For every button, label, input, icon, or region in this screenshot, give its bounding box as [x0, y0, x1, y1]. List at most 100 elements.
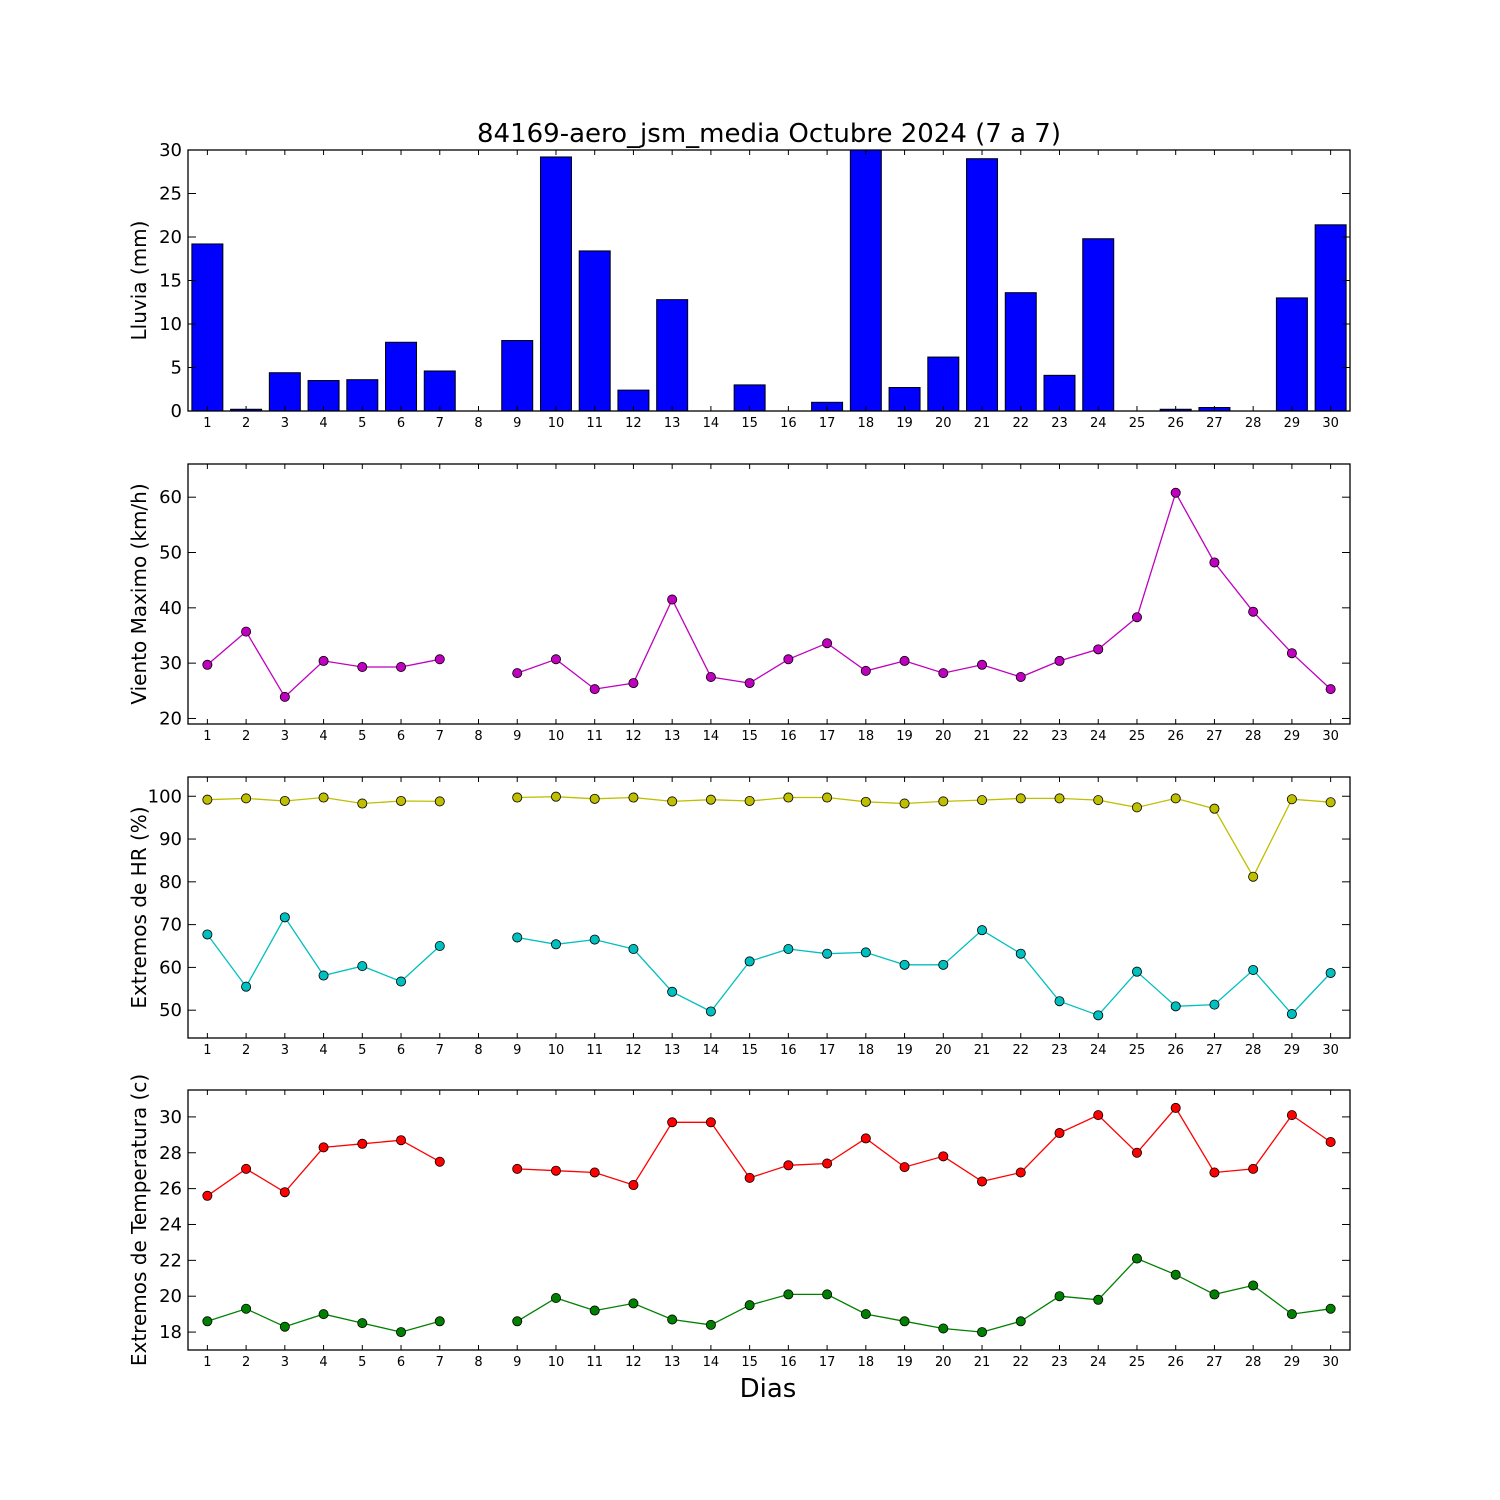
y-tick-label: 28 — [159, 1143, 182, 1164]
x-tick-label: 1 — [203, 416, 211, 431]
x-tick-label: 3 — [281, 1043, 289, 1058]
point-series1-day-26 — [1170, 487, 1181, 498]
axes-frame — [187, 776, 1351, 1039]
x-tick-label: 12 — [625, 1043, 642, 1058]
x-tick-label: 25 — [1129, 416, 1146, 431]
x-tick-label: 19 — [896, 1355, 913, 1370]
x-tick-label: 11 — [586, 1043, 603, 1058]
x-tick-label: 22 — [1012, 1355, 1029, 1370]
point-series1-day-7 — [434, 796, 445, 807]
x-tick-label: 10 — [548, 416, 565, 431]
bar-day-7 — [423, 370, 456, 411]
x-tick-label: 15 — [741, 416, 758, 431]
subplot-2: 1 2 3 4 5 6 7 8 9 10 11 12 13 14 15 16 17 18 19 20 21 22 23 24 2… — [127, 463, 1351, 744]
x-tick-label: 23 — [1051, 1043, 1068, 1058]
x-tick-label: 30 — [1322, 416, 1339, 431]
x-tick-label: 14 — [703, 1355, 720, 1370]
x-tick-label: 29 — [1284, 416, 1301, 431]
x-tick-label: 16 — [780, 1355, 797, 1370]
point-series1-day-25 — [1131, 802, 1142, 813]
point-series1-day-5 — [357, 798, 368, 809]
point-series1-day-28 — [1248, 606, 1259, 617]
point-series1-day-7 — [434, 654, 445, 665]
y-tick-label: 30 — [159, 653, 182, 674]
point-series1-day-7 — [434, 1156, 445, 1167]
x-tick-label: 30 — [1322, 729, 1339, 744]
point-series1-day-6 — [396, 795, 407, 806]
point-series1-day-4 — [318, 792, 329, 803]
point-series2-day-2 — [241, 1303, 252, 1314]
point-series2-day-25 — [1131, 966, 1142, 977]
point-series1-day-30 — [1325, 684, 1336, 695]
axes-frame — [187, 463, 1351, 725]
point-series1-day-26 — [1170, 1102, 1181, 1113]
point-series2-day-10 — [550, 1293, 561, 1304]
x-tick-label: 11 — [586, 1355, 603, 1370]
point-series1-day-11 — [589, 793, 600, 804]
point-series2-day-10 — [550, 939, 561, 950]
x-tick-label: 3 — [281, 729, 289, 744]
bar-day-30 — [1314, 224, 1347, 411]
point-series1-day-16 — [783, 792, 794, 803]
bar-day-9 — [501, 340, 534, 411]
point-series2-day-3 — [279, 912, 290, 923]
y-tick-label: 50 — [159, 1000, 182, 1021]
x-tick-label: 1 — [203, 1355, 211, 1370]
x-tick-label: 21 — [974, 729, 991, 744]
point-series2-day-18 — [860, 947, 871, 958]
point-series1-day-21 — [977, 795, 988, 806]
point-series2-day-2 — [241, 981, 252, 992]
point-series1-day-18 — [860, 665, 871, 676]
bar-day-22 — [1004, 292, 1037, 411]
point-series2-day-5 — [357, 961, 368, 972]
point-series2-day-21 — [977, 1327, 988, 1338]
point-series1-day-6 — [396, 662, 407, 673]
x-tick-label: 6 — [397, 1043, 405, 1058]
point-series2-day-1 — [202, 1316, 213, 1327]
point-series1-day-11 — [589, 684, 600, 695]
y-axis-label: Extremos de Temperatura (c) — [127, 1074, 151, 1366]
point-series1-day-13 — [667, 594, 678, 605]
point-series1-day-12 — [628, 678, 639, 689]
axes-frame — [187, 1089, 1351, 1351]
x-tick-label: 8 — [474, 416, 482, 431]
x-tick-label: 28 — [1245, 416, 1262, 431]
point-series2-day-19 — [899, 1316, 910, 1327]
y-tick-label: 60 — [159, 957, 182, 978]
subplot-1: 1 2 3 4 5 6 7 8 9 10 11 12 13 14 15 16 17 18 19 20 21 22 23 24 2… — [127, 140, 1351, 431]
y-tick-label: 18 — [159, 1322, 182, 1343]
x-tick-label: 13 — [664, 1043, 681, 1058]
point-series2-day-13 — [667, 1314, 678, 1325]
point-series2-day-16 — [783, 944, 794, 955]
x-tick-label: 7 — [436, 1043, 444, 1058]
x-tick-label: 23 — [1051, 416, 1068, 431]
point-series2-day-26 — [1170, 1001, 1181, 1012]
x-tick-label: 2 — [242, 416, 250, 431]
point-series2-day-29 — [1286, 1009, 1297, 1020]
point-series1-day-14 — [705, 1117, 716, 1128]
x-tick-label: 4 — [319, 1355, 327, 1370]
x-tick-label: 9 — [513, 1043, 521, 1058]
x-tick-label: 22 — [1012, 416, 1029, 431]
point-series2-day-28 — [1248, 964, 1259, 975]
x-tick-label: 11 — [586, 416, 603, 431]
subplots: 1 2 3 4 5 6 7 8 9 10 11 12 13 14 15 16 17 18 19 20 21 22 23 24 2… — [127, 140, 1351, 1370]
point-series1-day-24 — [1093, 795, 1104, 806]
bar-day-13 — [656, 299, 689, 411]
point-series1-day-16 — [783, 1160, 794, 1171]
point-series2-day-17 — [822, 948, 833, 959]
point-series1-day-1 — [202, 1190, 213, 1201]
point-series2-day-4 — [318, 970, 329, 981]
bar-day-19 — [888, 387, 921, 411]
x-tick-label: 17 — [819, 729, 836, 744]
x-tick-label: 24 — [1090, 729, 1107, 744]
point-series1-day-22 — [1015, 1167, 1026, 1178]
x-tick-label: 24 — [1090, 1043, 1107, 1058]
point-series1-day-1 — [202, 659, 213, 670]
x-tick-label: 13 — [664, 1355, 681, 1370]
x-tick-label: 15 — [741, 1355, 758, 1370]
point-series2-day-13 — [667, 986, 678, 997]
plot-area — [202, 791, 1336, 1021]
x-tick-label: 2 — [242, 1043, 250, 1058]
x-tick-label: 23 — [1051, 1355, 1068, 1370]
